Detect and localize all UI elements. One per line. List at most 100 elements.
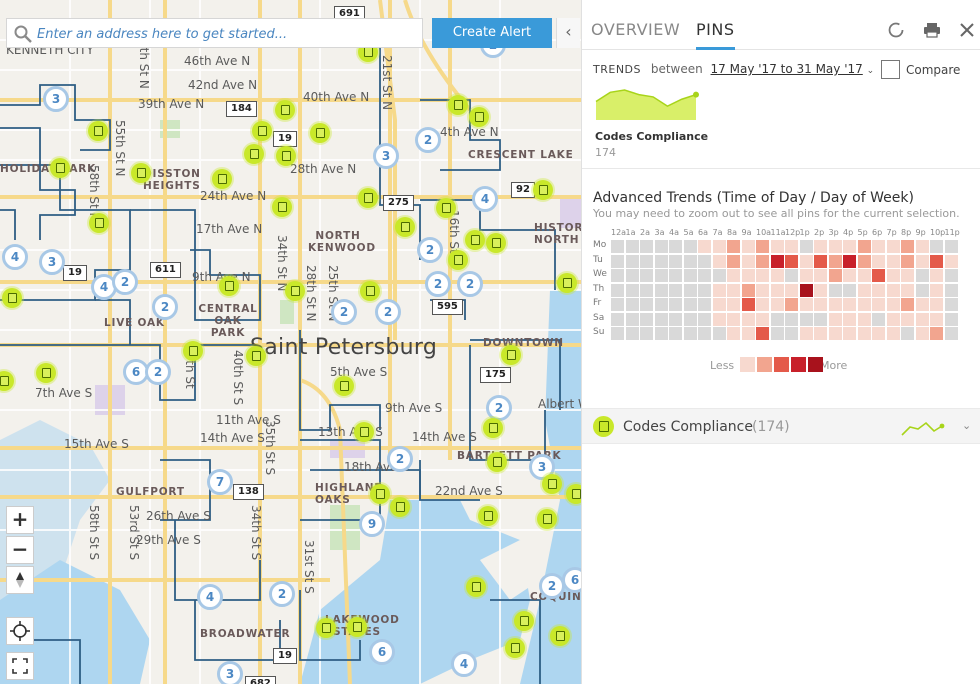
pin-cluster[interactable]: 3 bbox=[39, 249, 65, 275]
collapse-panel-button[interactable]: ‹ bbox=[556, 18, 580, 48]
heatmap-cell[interactable] bbox=[741, 269, 755, 282]
heatmap-cell[interactable] bbox=[799, 283, 813, 297]
heatmap-cell[interactable] bbox=[944, 240, 958, 253]
heatmap-cell[interactable] bbox=[944, 327, 958, 340]
pin-marker[interactable] bbox=[50, 158, 70, 178]
heatmap-cell[interactable] bbox=[669, 312, 682, 326]
heatmap-cell[interactable] bbox=[611, 240, 624, 253]
date-range-selector[interactable]: 17 May '17 to 31 May '17 bbox=[710, 62, 863, 76]
heatmap-cell[interactable] bbox=[872, 240, 885, 253]
heatmap-cell[interactable] bbox=[611, 283, 624, 297]
heatmap-cell[interactable] bbox=[683, 312, 697, 326]
pin-cluster[interactable]: 9 bbox=[359, 511, 385, 537]
heatmap-cell[interactable] bbox=[683, 283, 697, 297]
heatmap-cell[interactable] bbox=[872, 327, 885, 340]
heatmap-cell[interactable] bbox=[901, 298, 914, 311]
pin-marker[interactable] bbox=[390, 497, 410, 517]
heatmap-cell[interactable] bbox=[814, 298, 827, 311]
heatmap-cell[interactable] bbox=[741, 298, 755, 311]
pin-cluster[interactable]: 3 bbox=[43, 86, 69, 112]
pin-cluster[interactable]: 2 bbox=[331, 299, 357, 325]
pin-marker[interactable] bbox=[285, 281, 305, 301]
pin-marker[interactable] bbox=[276, 146, 296, 166]
heatmap-cell[interactable] bbox=[901, 327, 914, 340]
heatmap-cell[interactable] bbox=[770, 298, 784, 311]
chevron-down-icon[interactable]: ⌄ bbox=[962, 419, 972, 432]
pin-marker[interactable] bbox=[219, 276, 239, 296]
heatmap-cell[interactable] bbox=[814, 283, 827, 297]
pin-cluster[interactable]: 4 bbox=[451, 651, 477, 677]
heatmap-cell[interactable] bbox=[683, 298, 697, 311]
heatmap-cell[interactable] bbox=[712, 312, 726, 326]
heatmap-cell[interactable] bbox=[712, 254, 726, 268]
heatmap-cell[interactable] bbox=[857, 254, 871, 268]
heatmap-cell[interactable] bbox=[828, 240, 842, 253]
pin-cluster[interactable]: 2 bbox=[145, 359, 171, 385]
pin-cluster[interactable]: 2 bbox=[112, 269, 138, 295]
heatmap-cell[interactable] bbox=[930, 240, 943, 253]
heatmap-cell[interactable] bbox=[712, 240, 726, 253]
pin-marker[interactable] bbox=[501, 345, 521, 365]
heatmap-cell[interactable] bbox=[727, 283, 740, 297]
pin-marker[interactable] bbox=[436, 198, 456, 218]
heatmap-cell[interactable] bbox=[698, 254, 711, 268]
heatmap-cell[interactable] bbox=[625, 240, 639, 253]
heatmap-cell[interactable] bbox=[930, 269, 943, 282]
heatmap-cell[interactable] bbox=[886, 327, 900, 340]
pin-cluster[interactable]: 2 bbox=[269, 581, 295, 607]
heatmap-cell[interactable] bbox=[799, 312, 813, 326]
pin-marker[interactable] bbox=[448, 250, 468, 270]
heatmap-cell[interactable] bbox=[669, 269, 682, 282]
heatmap-cell[interactable] bbox=[930, 298, 943, 311]
heatmap-cell[interactable] bbox=[886, 298, 900, 311]
pin-marker[interactable] bbox=[557, 273, 577, 293]
pin-marker[interactable] bbox=[487, 452, 507, 472]
heatmap-cell[interactable] bbox=[857, 283, 871, 297]
heatmap-cell[interactable] bbox=[915, 254, 929, 268]
search-input[interactable] bbox=[37, 23, 417, 45]
heatmap-cell[interactable] bbox=[814, 312, 827, 326]
heatmap-cell[interactable] bbox=[886, 283, 900, 297]
heatmap-cell[interactable] bbox=[683, 254, 697, 268]
tab-pins[interactable]: PINS bbox=[696, 20, 735, 50]
chevron-down-icon[interactable]: ⌄ bbox=[866, 66, 875, 76]
pin-marker[interactable] bbox=[478, 506, 498, 526]
heatmap-cell[interactable] bbox=[901, 269, 914, 282]
heatmap-cell[interactable] bbox=[843, 298, 856, 311]
heatmap-cell[interactable] bbox=[930, 254, 943, 268]
zoom-out-button[interactable]: − bbox=[6, 536, 34, 564]
heatmap-cell[interactable] bbox=[785, 298, 798, 311]
heatmap-cell[interactable] bbox=[901, 283, 914, 297]
pin-marker[interactable] bbox=[246, 346, 266, 366]
pin-marker[interactable] bbox=[88, 121, 108, 141]
locate-me-button[interactable] bbox=[6, 617, 34, 645]
heatmap-cell[interactable] bbox=[814, 254, 827, 268]
pin-cluster[interactable]: 2 bbox=[415, 127, 441, 153]
heatmap-cell[interactable] bbox=[770, 254, 784, 268]
heatmap-cell[interactable] bbox=[770, 312, 784, 326]
pin-cluster[interactable]: 4 bbox=[472, 186, 498, 212]
heatmap-cell[interactable] bbox=[785, 269, 798, 282]
map[interactable]: KENNETH CITY HOLIDAY PARK DISSTON HEIGHT… bbox=[0, 0, 581, 684]
heatmap-cell[interactable] bbox=[857, 298, 871, 311]
heatmap-cell[interactable] bbox=[857, 240, 871, 253]
heatmap-cell[interactable] bbox=[843, 312, 856, 326]
heatmap-cell[interactable] bbox=[756, 312, 769, 326]
heatmap-cell[interactable] bbox=[756, 240, 769, 253]
pin-cluster[interactable]: 2 bbox=[425, 271, 451, 297]
pin-marker[interactable] bbox=[89, 213, 109, 233]
pin-marker[interactable] bbox=[334, 376, 354, 396]
heatmap-cell[interactable] bbox=[640, 254, 653, 268]
pin-marker[interactable] bbox=[395, 217, 415, 237]
pin-marker[interactable] bbox=[272, 197, 292, 217]
zoom-in-button[interactable]: + bbox=[6, 506, 34, 534]
heatmap-cell[interactable] bbox=[712, 298, 726, 311]
pin-marker[interactable] bbox=[212, 169, 232, 189]
heatmap-cell[interactable] bbox=[886, 312, 900, 326]
pin-cluster[interactable]: 2 bbox=[486, 395, 512, 421]
heatmap-cell[interactable] bbox=[799, 269, 813, 282]
heatmap-cell[interactable] bbox=[640, 283, 653, 297]
heatmap-cell[interactable] bbox=[901, 312, 914, 326]
pin-cluster[interactable]: 4 bbox=[2, 244, 28, 270]
pin-marker[interactable] bbox=[275, 100, 295, 120]
